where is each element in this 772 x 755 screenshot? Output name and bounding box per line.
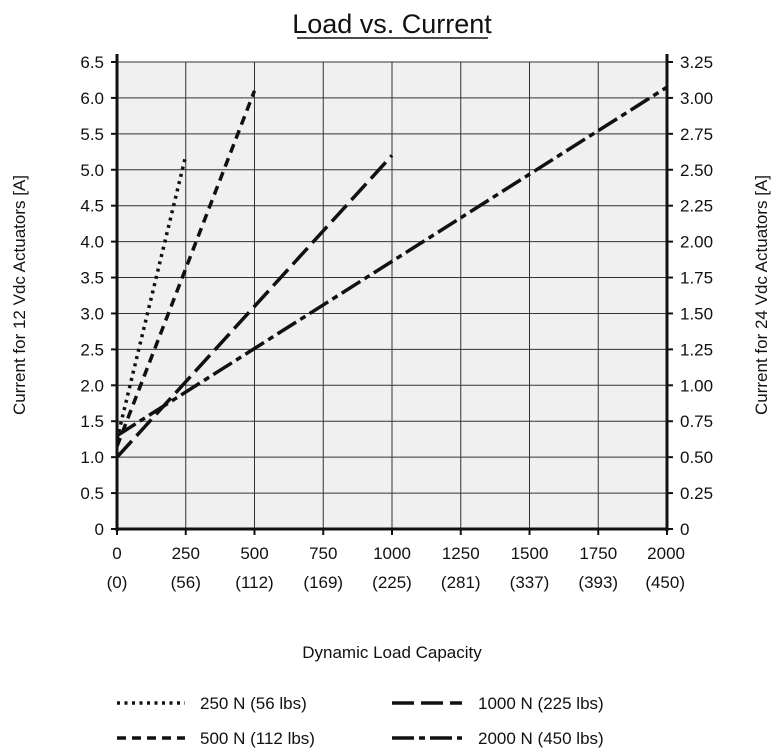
y-axis-label-right: Current for 24 Vdc Actuators [A] bbox=[752, 175, 771, 415]
x-tick-label: 0 bbox=[112, 544, 121, 563]
y-left-tick-labels: 0 0.5 1.0 1.5 2.0 2.5 3.0 3.5 4.0 4.5 5.0 5.5 6.0 6.5 bbox=[80, 53, 104, 539]
series-layer bbox=[115, 85, 668, 459]
y-right-tick-label: 2.25 bbox=[680, 197, 713, 216]
x-axis-label: Dynamic Load Capacity bbox=[302, 643, 482, 662]
x-tick-sublabel: (112) bbox=[235, 573, 273, 592]
y-left-tick-label: 0 bbox=[95, 520, 104, 539]
y-right-tick-label: 0.75 bbox=[680, 412, 713, 431]
y-right-tick-label: 2.00 bbox=[680, 233, 713, 252]
grid bbox=[117, 61, 667, 529]
legend-label-1: 250 N (56 lbs) bbox=[200, 694, 307, 713]
y-right-tick-label: 2.50 bbox=[680, 161, 713, 180]
y-right-tick-label: 3.00 bbox=[680, 89, 713, 108]
x-tick-labels: 0 (0) 250 (56) 500 (112) 750 (169) 1000 (225) 1250… bbox=[107, 544, 685, 592]
x-tick-sublabel: (56) bbox=[171, 573, 201, 592]
x-tick-label: 500 bbox=[240, 544, 268, 563]
y-left-tick-label: 2.5 bbox=[80, 340, 104, 359]
legend-label-2: 500 N (112 lbs) bbox=[200, 729, 315, 748]
x-tick-sublabel: (450) bbox=[645, 573, 685, 592]
series-line-4 bbox=[116, 85, 668, 438]
y-left-tick-label: 1.5 bbox=[80, 412, 104, 431]
legend-label-3: 1000 N (225 lbs) bbox=[478, 694, 604, 713]
x-tick-label: 1250 bbox=[442, 544, 480, 563]
x-tick-sublabel: (337) bbox=[510, 573, 550, 592]
x-tick-label: 2000 bbox=[647, 544, 685, 563]
x-tick-label: 1750 bbox=[579, 544, 617, 563]
x-tick-label: 1000 bbox=[373, 544, 411, 563]
y-right-tick-label: 1.75 bbox=[680, 269, 713, 288]
y-left-tick-label: 4.5 bbox=[80, 197, 104, 216]
x-tick-sublabel: (225) bbox=[372, 573, 412, 592]
y-right-tick-label: 1.25 bbox=[680, 340, 713, 359]
y-right-tick-label: 0.25 bbox=[680, 484, 713, 503]
y-right-tick-label: 1.50 bbox=[680, 304, 713, 323]
y-left-tick-label: 2.0 bbox=[80, 376, 104, 395]
y-right-tick-label: 0 bbox=[680, 520, 689, 539]
y-right-tick-label: 1.00 bbox=[680, 376, 713, 395]
y-left-tick-label: 6.0 bbox=[80, 89, 104, 108]
legend: 250 N (56 lbs) 500 N (112 lbs) 1000 N (225… bbox=[117, 694, 604, 748]
y-right-tick-label: 3.25 bbox=[680, 53, 713, 72]
chart-title: Load vs. Current bbox=[292, 9, 492, 39]
x-tick-sublabel: (393) bbox=[578, 573, 618, 592]
y-left-tick-label: 5.5 bbox=[80, 125, 104, 144]
x-tick-label: 250 bbox=[172, 544, 200, 563]
x-tick-sublabel: (169) bbox=[303, 573, 343, 592]
legend-label-4: 2000 N (450 lbs) bbox=[478, 729, 604, 748]
x-tick-label: 750 bbox=[309, 544, 337, 563]
y-right-tick-label: 2.75 bbox=[680, 125, 713, 144]
y-left-tick-label: 5.0 bbox=[80, 161, 104, 180]
y-left-tick-label: 0.5 bbox=[80, 484, 104, 503]
x-tick-label: 1500 bbox=[511, 544, 549, 563]
y-left-tick-label: 1.0 bbox=[80, 448, 104, 467]
x-tick-sublabel: (0) bbox=[107, 573, 128, 592]
y-left-tick-label: 4.0 bbox=[80, 233, 104, 252]
axes bbox=[111, 54, 673, 535]
y-right-tick-labels: 0 0.25 0.50 0.75 1.00 1.25 1.50 1.75 2.00 2.25 2.5… bbox=[680, 53, 713, 539]
y-axis-label-left: Current for 12 Vdc Actuators [A] bbox=[10, 175, 29, 415]
y-left-tick-label: 3.0 bbox=[80, 304, 104, 323]
series-line-2 bbox=[115, 90, 257, 448]
y-left-tick-label: 6.5 bbox=[80, 53, 104, 72]
y-right-tick-label: 0.50 bbox=[680, 448, 713, 467]
x-tick-sublabel: (281) bbox=[441, 573, 481, 592]
y-left-tick-label: 3.5 bbox=[80, 269, 104, 288]
